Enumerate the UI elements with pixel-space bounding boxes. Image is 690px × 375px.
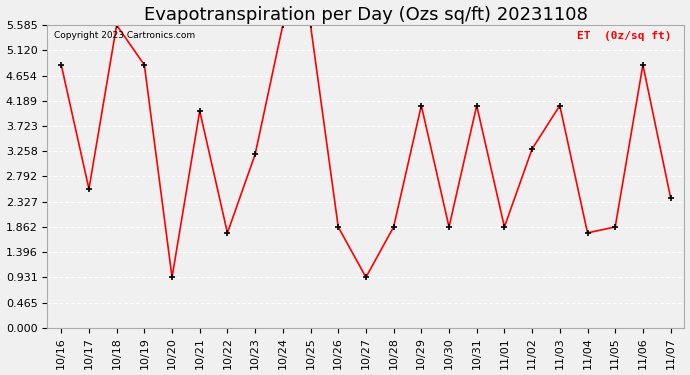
Text: ET  (0z/sq ft): ET (0z/sq ft) — [578, 31, 671, 41]
Title: Evapotranspiration per Day (Ozs sq/ft) 20231108: Evapotranspiration per Day (Ozs sq/ft) 2… — [144, 6, 588, 24]
Text: Copyright 2023 Cartronics.com: Copyright 2023 Cartronics.com — [54, 31, 195, 40]
